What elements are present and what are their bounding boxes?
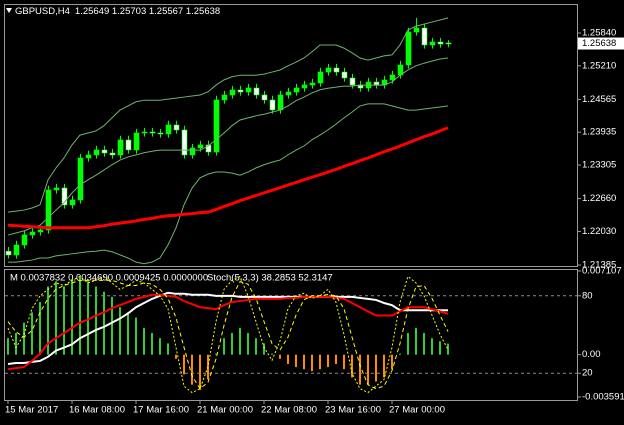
oscillator-panel-frame [4,269,578,401]
candle-body [21,234,28,246]
x-tick-label: 23 Mar 16:00 [325,405,381,416]
chart-header: GBPUSD,H4 1.25649 1.25703 1.25567 1.25638 [15,6,220,17]
indicator-line [8,103,449,265]
candle-body [221,94,228,101]
x-tick-label: 15 Mar 2017 [5,405,58,416]
y-tick-label: 1.21385 [582,260,616,271]
candle-body [293,87,300,93]
candle-body [37,229,44,233]
candle-body [61,187,68,206]
macd-readout: M 0.0037832 0.0034690 0.0009425 0.000000… [10,273,208,284]
indicator-line [7,57,449,236]
candle-body [277,94,284,111]
candle-body [413,27,420,33]
candle-body [437,41,444,45]
candle-body [13,244,20,256]
candle-body [269,99,276,111]
candle-body [117,139,124,156]
candle-body [261,94,268,101]
candle-body [301,84,308,89]
candle-body [237,89,244,93]
candle-body [445,42,452,45]
candle-body [205,144,212,153]
symbol: GBPUSD,H4 [15,6,70,17]
y-tick-label: 0.00 [582,349,601,360]
indicator-line [7,279,449,390]
y-tick-label: 1.23305 [582,160,616,171]
candle-body [429,41,436,46]
current-price-label: 1.25638 [582,38,616,49]
candle-body [45,189,52,231]
y-tick-label: 20 [582,368,593,379]
candle-body [29,231,36,236]
indicator-line [7,126,449,230]
candle-body [189,147,196,156]
candle-body [85,154,92,159]
y-tick-label: 0.007107 [582,266,622,277]
y-tick-label: 1.22660 [582,193,616,204]
candle-body [309,82,316,86]
y-tick-label: -0.003591 [582,392,624,403]
x-tick-label: 17 Mar 16:00 [133,405,189,416]
main-panel-frame [4,4,578,267]
candle-body [341,71,348,79]
candle-body [421,27,428,46]
candle-body [109,152,116,156]
candle-body [133,132,140,151]
x-tick-label: 22 Mar 08:00 [261,405,317,416]
candle-body [93,149,100,156]
candle-body [389,74,396,81]
candle-body [149,131,156,134]
candle-body [69,199,76,206]
candle-body [197,144,204,149]
indicator-line [7,17,449,213]
x-tick-label: 16 Mar 08:00 [69,405,125,416]
candle-body [245,87,252,93]
stoch-readout: Stoch(5,3,3) 38.2853 52.3147 [207,273,333,284]
candle-body [125,139,132,151]
candle-body [349,77,356,86]
candle-body [141,131,148,134]
indicator-line [7,275,449,394]
y-tick-label: 1.22030 [582,226,616,237]
candle-body [213,99,220,153]
current-price-box [578,37,624,50]
candle-body [285,91,292,96]
candle-body [101,149,108,154]
candle-body [405,31,412,66]
x-tick-label: 21 Mar 00:00 [197,405,253,416]
candle-body [181,129,188,156]
candle-body [5,250,12,256]
menu-triangle[interactable] [6,8,12,13]
x-tick-label: 27 Mar 00:00 [389,405,445,416]
candle-body [53,187,60,191]
candle-body [229,89,236,96]
candle-body [325,67,332,73]
candle-body [333,67,340,73]
y-tick-label: 1.24565 [582,94,616,105]
candle-body [317,71,324,84]
candle-body [173,124,180,131]
indicator-line [7,291,449,366]
y-tick-label: 1.25840 [582,28,616,39]
y-tick-label: 1.23935 [582,127,616,138]
candle-body [157,132,164,135]
y-tick-label: 80 [582,290,593,301]
candle-body [165,124,172,135]
y-tick-label: 1.25210 [582,60,616,71]
candle-body [373,81,380,86]
indicator-line [7,293,449,371]
ohlc-readout: 1.25649 1.25703 1.25567 1.25638 [75,6,220,17]
candle-body [77,157,84,201]
candle-body [253,87,260,96]
